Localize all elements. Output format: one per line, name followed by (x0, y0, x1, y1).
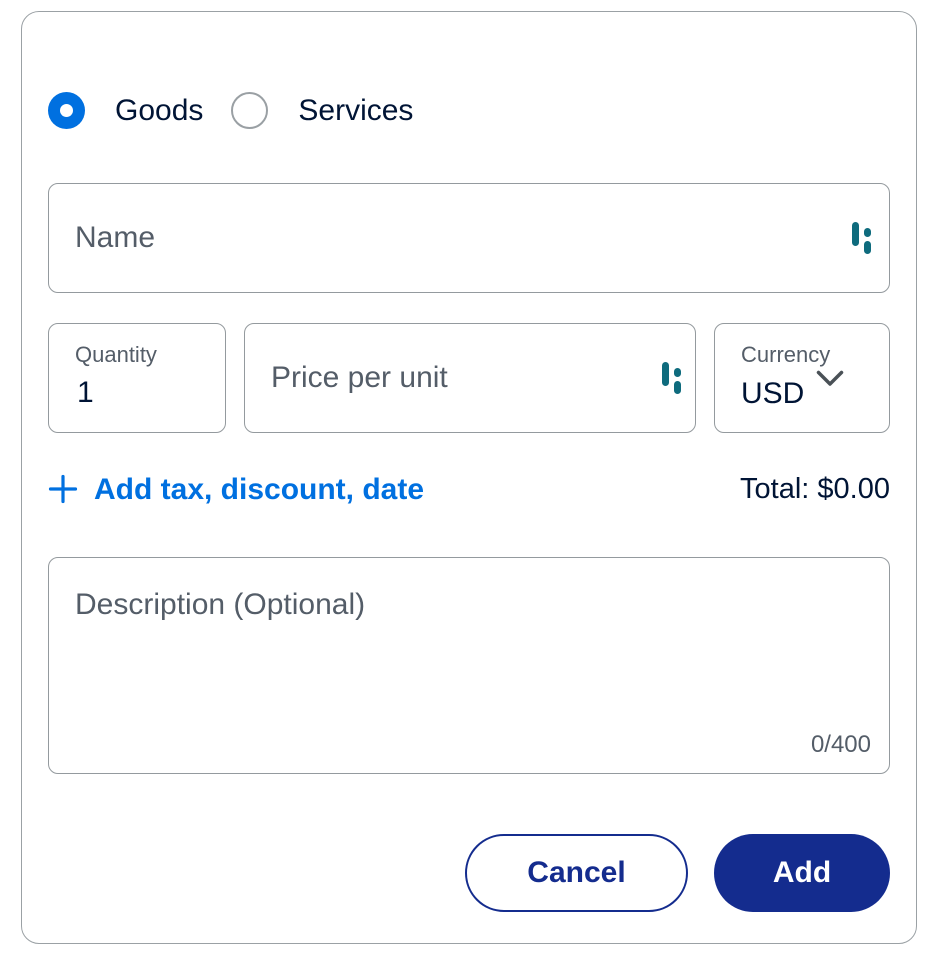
radio-option-services[interactable]: Services (231, 92, 413, 129)
radio-label-services: Services (298, 94, 414, 127)
radio-option-goods[interactable]: Goods (48, 92, 203, 129)
plus-icon (48, 474, 78, 504)
quantity-label: Quantity (75, 342, 157, 367)
total-amount: Total: $0.00 (740, 472, 890, 505)
item-type-selector: Goods Services (48, 92, 890, 129)
add-tax-discount-date-link[interactable]: Add tax, discount, date (48, 471, 424, 508)
character-counter: 0/400 (810, 731, 871, 758)
radio-unselected-icon[interactable] (231, 92, 269, 129)
autofill-bars-icon[interactable] (659, 361, 685, 395)
chevron-down-icon (816, 370, 844, 393)
quantity-field: Quantity (48, 323, 226, 433)
autofill-bars-icon[interactable] (849, 221, 875, 255)
radio-label-goods: Goods (115, 94, 204, 127)
radio-selected-icon[interactable] (48, 92, 85, 129)
name-input[interactable] (49, 220, 849, 256)
name-field (48, 183, 890, 293)
price-per-unit-input[interactable] (245, 360, 659, 396)
cancel-button[interactable]: Cancel (465, 834, 688, 912)
quantity-input[interactable] (75, 369, 225, 411)
add-button[interactable]: Add (714, 834, 890, 912)
currency-dropdown[interactable]: Currency USD (714, 323, 890, 433)
currency-label: Currency (741, 342, 831, 367)
tax-total-row: Add tax, discount, date Total: $0.00 (48, 470, 890, 508)
currency-selected-value: USD (741, 377, 805, 410)
price-per-unit-field (244, 323, 696, 433)
dialog-actions: Cancel Add (48, 834, 890, 912)
add-tax-discount-date-label: Add tax, discount, date (94, 472, 425, 506)
description-textarea[interactable] (49, 558, 889, 708)
description-field: 0/400 (48, 557, 890, 774)
add-item-dialog: Goods Services Quantity (21, 11, 917, 944)
quantity-price-currency-row: Quantity Currency USD (48, 323, 890, 433)
